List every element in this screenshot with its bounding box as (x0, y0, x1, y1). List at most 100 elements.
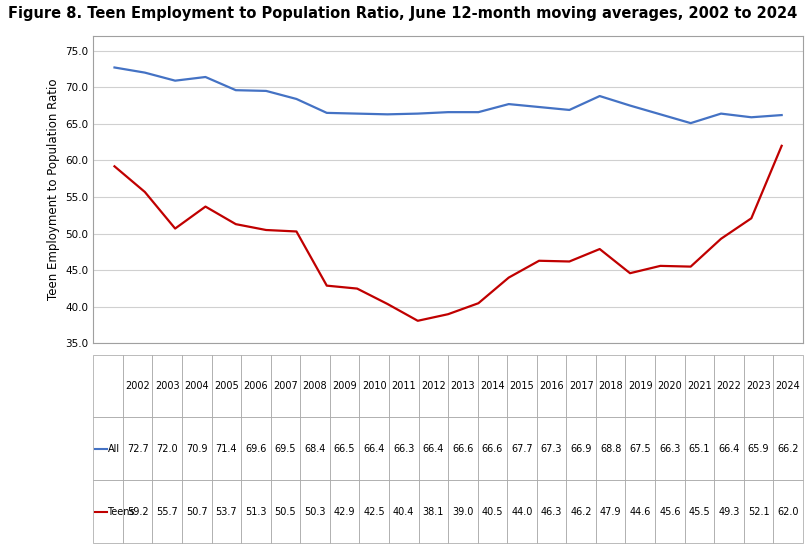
FancyBboxPatch shape (625, 417, 655, 480)
FancyBboxPatch shape (655, 417, 684, 480)
FancyBboxPatch shape (389, 417, 418, 480)
Text: 67.5: 67.5 (629, 444, 651, 454)
Text: 66.2: 66.2 (778, 444, 799, 454)
FancyBboxPatch shape (478, 417, 507, 480)
Text: 40.4: 40.4 (393, 506, 414, 516)
FancyBboxPatch shape (300, 355, 330, 417)
FancyBboxPatch shape (359, 480, 389, 543)
Text: 2013: 2013 (451, 381, 475, 391)
Text: 44.6: 44.6 (629, 506, 651, 516)
FancyBboxPatch shape (389, 480, 418, 543)
Text: 59.2: 59.2 (127, 506, 148, 516)
FancyBboxPatch shape (212, 417, 241, 480)
Text: All: All (107, 444, 119, 454)
Text: 50.5: 50.5 (275, 506, 296, 516)
Text: 40.5: 40.5 (482, 506, 503, 516)
FancyBboxPatch shape (122, 480, 152, 543)
FancyBboxPatch shape (625, 355, 655, 417)
Text: 66.6: 66.6 (453, 444, 474, 454)
Text: 55.7: 55.7 (157, 506, 178, 516)
Text: 66.6: 66.6 (482, 444, 503, 454)
Text: Teens: Teens (107, 506, 135, 516)
FancyBboxPatch shape (507, 355, 537, 417)
FancyBboxPatch shape (566, 417, 596, 480)
Text: 2020: 2020 (658, 381, 682, 391)
FancyBboxPatch shape (744, 417, 774, 480)
FancyBboxPatch shape (182, 417, 212, 480)
Text: 67.3: 67.3 (541, 444, 562, 454)
FancyBboxPatch shape (359, 355, 389, 417)
Text: 2008: 2008 (303, 381, 328, 391)
Text: 38.1: 38.1 (423, 506, 444, 516)
FancyBboxPatch shape (655, 355, 684, 417)
FancyBboxPatch shape (241, 417, 271, 480)
Text: 50.7: 50.7 (186, 506, 208, 516)
FancyBboxPatch shape (241, 480, 271, 543)
Text: 2011: 2011 (392, 381, 416, 391)
Text: 39.0: 39.0 (453, 506, 474, 516)
Text: 51.3: 51.3 (245, 506, 267, 516)
FancyBboxPatch shape (241, 355, 271, 417)
FancyBboxPatch shape (625, 480, 655, 543)
Text: 2006: 2006 (243, 381, 268, 391)
Text: 66.4: 66.4 (363, 444, 385, 454)
FancyBboxPatch shape (744, 480, 774, 543)
Text: 72.7: 72.7 (127, 444, 148, 454)
FancyBboxPatch shape (93, 480, 122, 543)
FancyBboxPatch shape (566, 355, 596, 417)
Text: 46.2: 46.2 (570, 506, 592, 516)
FancyBboxPatch shape (330, 355, 359, 417)
FancyBboxPatch shape (300, 480, 330, 543)
Text: 2023: 2023 (746, 381, 771, 391)
FancyBboxPatch shape (271, 355, 300, 417)
Text: 45.5: 45.5 (689, 506, 710, 516)
FancyBboxPatch shape (448, 355, 478, 417)
FancyBboxPatch shape (537, 480, 566, 543)
FancyBboxPatch shape (93, 417, 122, 480)
Text: 44.0: 44.0 (511, 506, 533, 516)
Y-axis label: Teen Employment to Population Ratio: Teen Employment to Population Ratio (47, 79, 60, 300)
FancyBboxPatch shape (418, 355, 448, 417)
FancyBboxPatch shape (300, 417, 330, 480)
Text: 67.7: 67.7 (511, 444, 533, 454)
Text: 66.5: 66.5 (334, 444, 355, 454)
Text: 72.0: 72.0 (157, 444, 178, 454)
Text: 2022: 2022 (717, 381, 741, 391)
Text: 69.5: 69.5 (275, 444, 296, 454)
Text: 46.3: 46.3 (541, 506, 562, 516)
FancyBboxPatch shape (537, 355, 566, 417)
FancyBboxPatch shape (122, 417, 152, 480)
Text: 68.8: 68.8 (600, 444, 621, 454)
FancyBboxPatch shape (212, 355, 241, 417)
FancyBboxPatch shape (714, 355, 744, 417)
FancyBboxPatch shape (418, 480, 448, 543)
Text: 45.6: 45.6 (659, 506, 680, 516)
Text: 66.4: 66.4 (423, 444, 444, 454)
Text: 62.0: 62.0 (778, 506, 799, 516)
Text: 66.4: 66.4 (719, 444, 740, 454)
FancyBboxPatch shape (152, 417, 182, 480)
Text: 65.9: 65.9 (748, 444, 770, 454)
FancyBboxPatch shape (537, 417, 566, 480)
FancyBboxPatch shape (774, 355, 803, 417)
FancyBboxPatch shape (596, 480, 625, 543)
Text: 2002: 2002 (125, 381, 150, 391)
FancyBboxPatch shape (330, 480, 359, 543)
Text: 2004: 2004 (184, 381, 209, 391)
Text: 2018: 2018 (599, 381, 623, 391)
Text: 65.1: 65.1 (689, 444, 710, 454)
FancyBboxPatch shape (448, 480, 478, 543)
FancyBboxPatch shape (478, 355, 507, 417)
FancyBboxPatch shape (359, 417, 389, 480)
Text: 2012: 2012 (421, 381, 446, 391)
Text: 66.3: 66.3 (393, 444, 414, 454)
Text: 71.4: 71.4 (216, 444, 237, 454)
FancyBboxPatch shape (93, 355, 122, 417)
Text: 2017: 2017 (569, 381, 594, 391)
Text: 2010: 2010 (362, 381, 387, 391)
Text: 53.7: 53.7 (216, 506, 237, 516)
Text: 70.9: 70.9 (186, 444, 208, 454)
Text: 69.6: 69.6 (245, 444, 267, 454)
FancyBboxPatch shape (478, 480, 507, 543)
Text: 2003: 2003 (155, 381, 179, 391)
